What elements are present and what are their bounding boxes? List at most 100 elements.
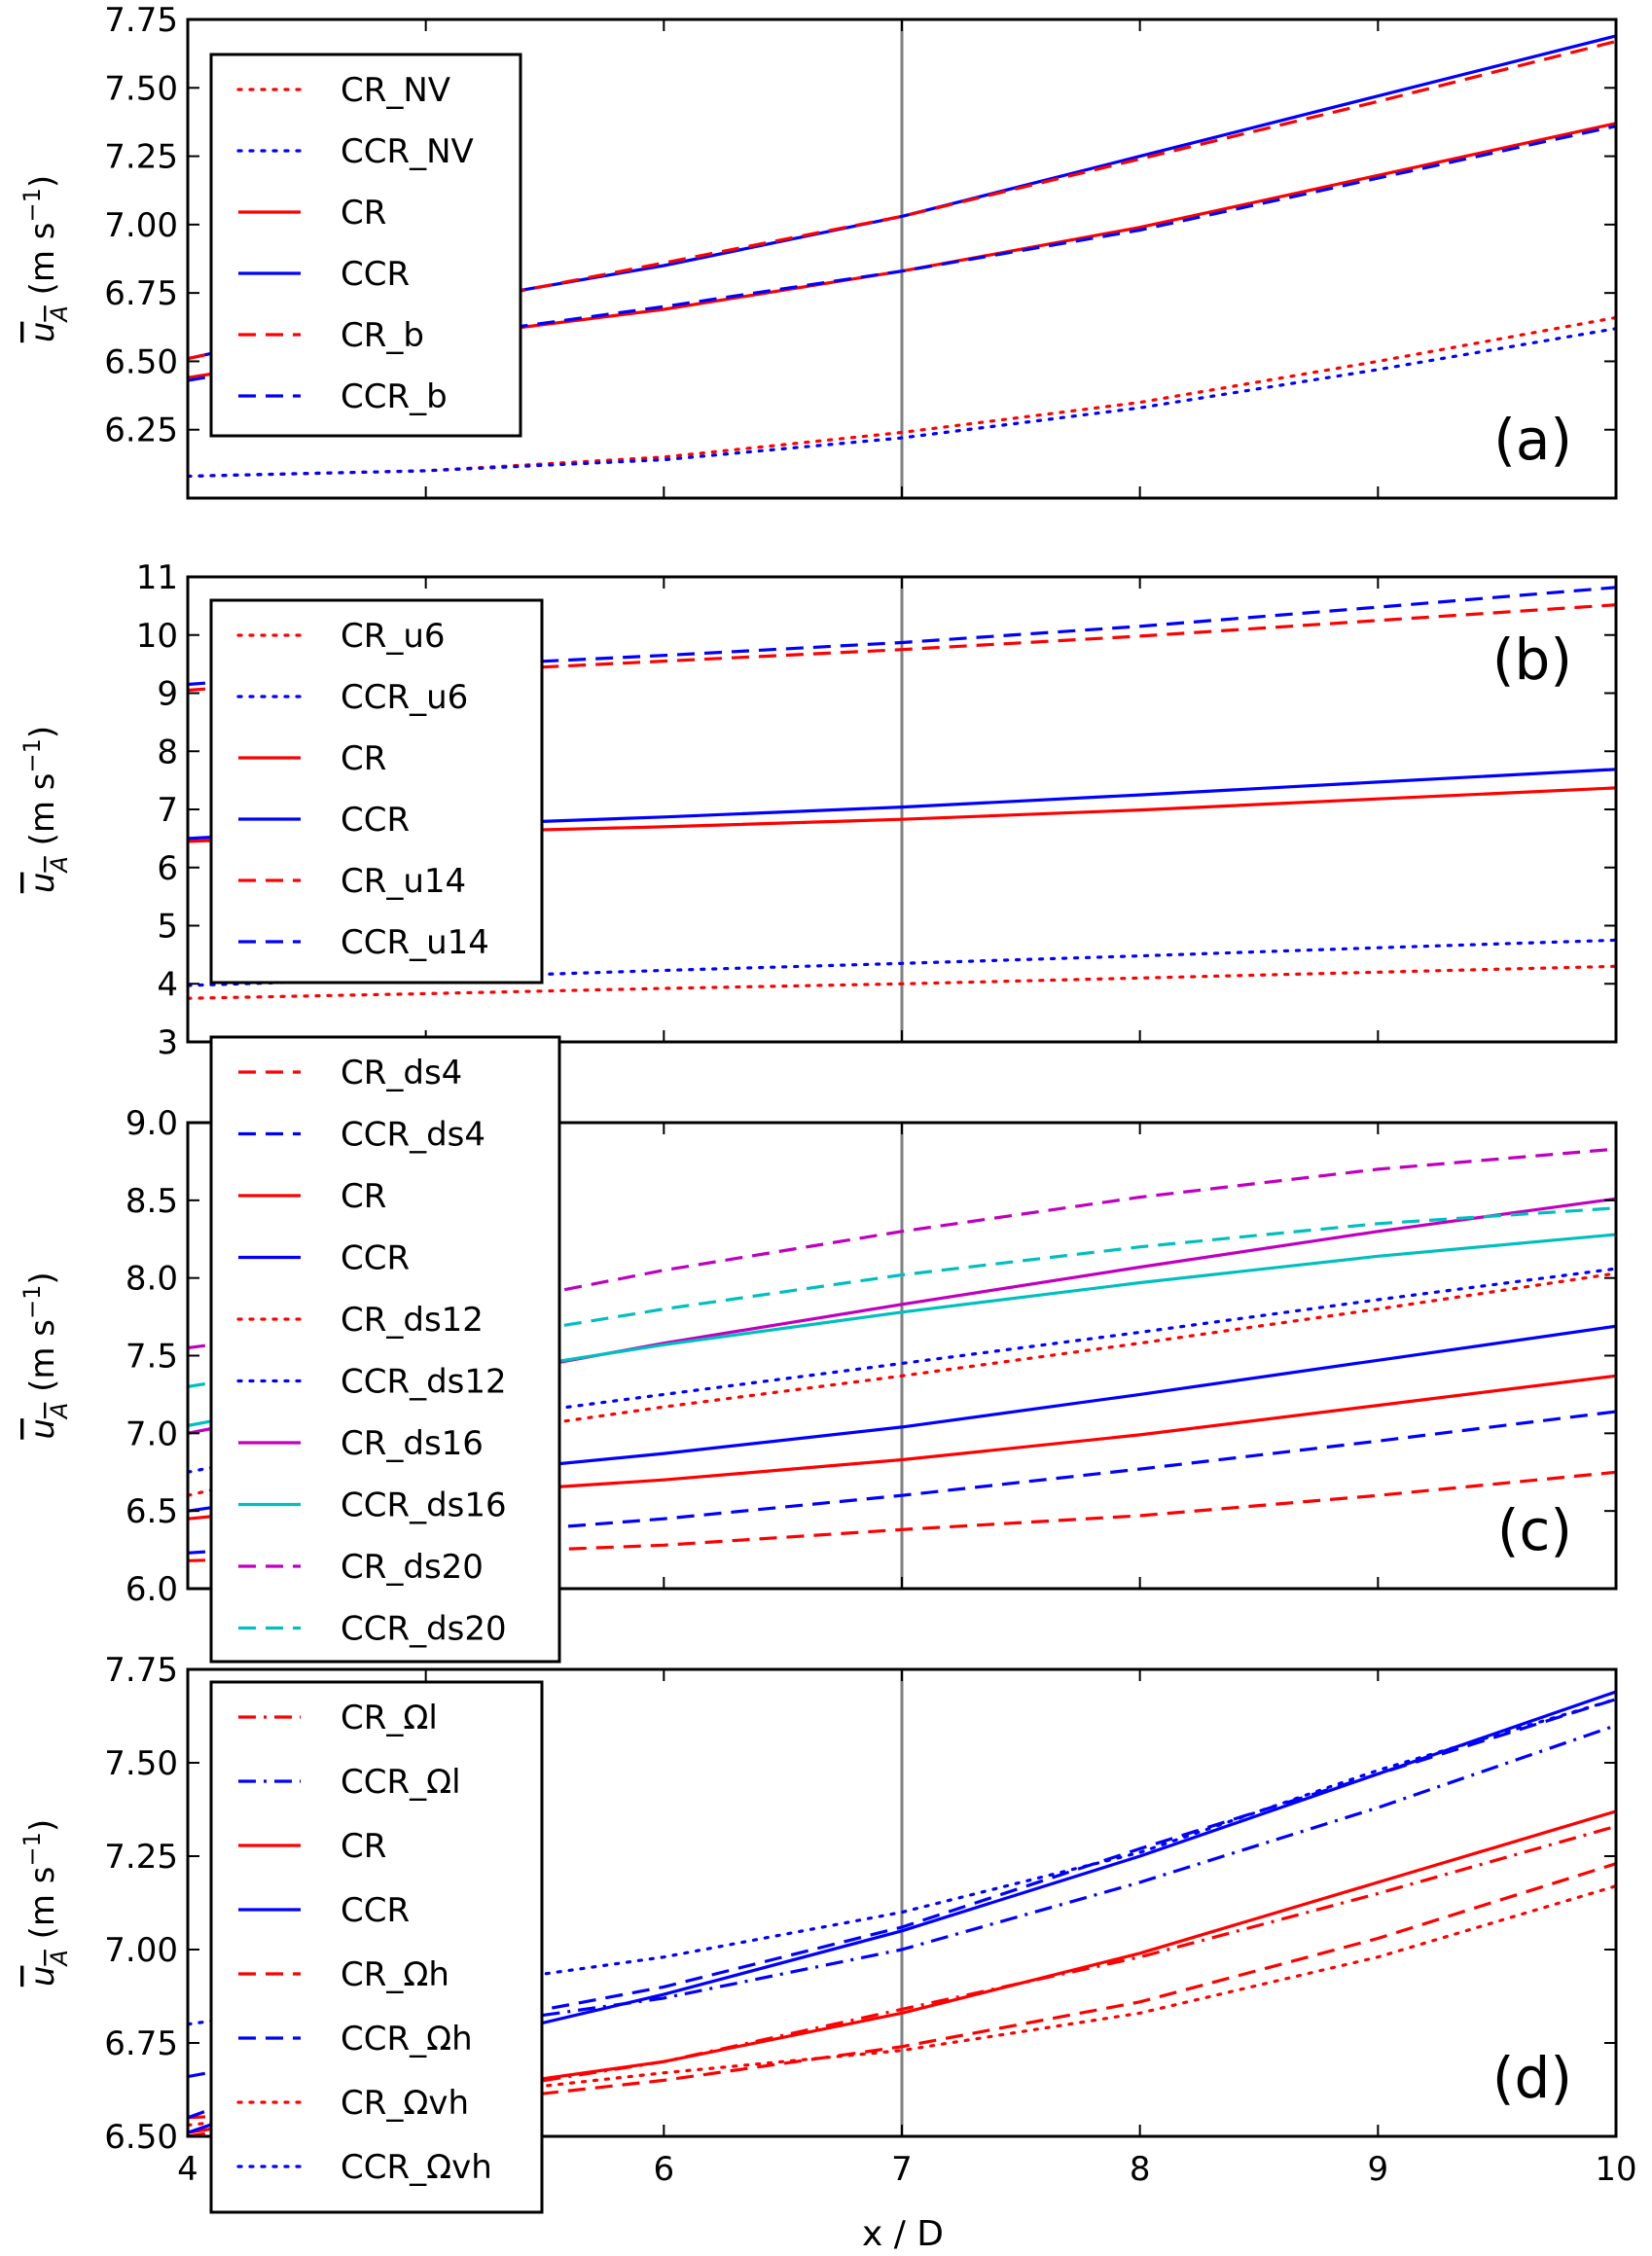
legend-label: CR_ds16 [341,1424,484,1463]
x-tick-label: 10 [1595,2150,1636,2189]
legend-label: CR_NV [341,71,450,110]
y-tick-label: 6.75 [104,274,178,313]
series-line-CCR_NV [188,327,1616,479]
y-tick-label: 8 [157,733,178,771]
y-axis-label: uA (m s−1) [18,1271,73,1439]
series-line-CR_Ωvh [188,1884,1616,2128]
legend-label: CR [341,739,386,778]
y-tick-label: 6.50 [104,2118,178,2157]
legend-label: CCR [341,255,410,294]
y-tick-label: 11 [136,558,178,597]
series-line-CR_Ωl [188,1824,1616,2136]
legend: CR_ds4 CCR_ds4 CR CCR CR_ds12 CCR_ds12 CR_ds16… [209,1035,561,1664]
legend-label: CCR_ds4 [341,1116,485,1155]
y-tick-label: 10 [136,617,178,656]
y-tick-label: 7 [157,791,178,830]
legend-label: CR_Ωvh [341,2084,469,2123]
x-tick-label: 9 [1368,2150,1389,2189]
legend-label: CCR_Ωl [341,1763,461,1802]
legend-label: CR_Ωl [341,1699,438,1737]
legend-label: CCR [341,1239,410,1278]
y-axis-label: uA (m s−1) [18,175,73,342]
legend-label: CR_Ωh [341,1955,449,1994]
legend-label: CCR_ds12 [341,1363,507,1402]
legend: CR_Ωl CCR_Ωl CR CCR CR_Ωh CCR_Ωh CR_Ωvh CCR_Ωvh [209,1680,544,2214]
y-axis-label: uA (m s−1) [18,1819,73,1987]
legend-label: CCR_u14 [341,923,489,962]
panel-label: (d) [1492,2045,1572,2111]
series-line-CR_ds4 [188,1470,1616,1562]
legend-box [209,1680,544,2214]
y-tick-label: 6.25 [104,412,178,450]
y-tick-label: 8.5 [126,1182,178,1221]
y-tick-label: 7.50 [104,1744,178,1783]
y-tick-label: 6 [157,849,178,888]
series-line-CCR_u6 [188,938,1616,987]
legend-label: CR_ds4 [341,1054,462,1092]
series-line-CR_u14 [188,603,1616,693]
x-tick-label: 6 [654,2150,675,2189]
legend-label: CR_u14 [341,862,466,901]
legend-label: CCR_ds20 [341,1610,507,1649]
series-line-CCR_ds20 [188,1206,1616,1388]
legend-label: CCR_u6 [341,678,468,717]
panel-2: 3 4 5 6 7 8 9 10 11 uA (m s−1) (b) CR_u6 CCR_u6 CR CCR… [18,558,1618,1062]
series-line-CCR_Ωvh [188,1698,1616,2026]
y-tick-label: 7.00 [104,1931,178,1970]
panel-label: (a) [1493,407,1572,473]
x-tick-label: 8 [1130,2150,1151,2189]
panel-label: (b) [1492,627,1572,693]
y-tick-label: 7.00 [104,206,178,245]
panel-3: 6.0 6.5 7.0 7.5 8.0 8.5 9.0 uA (m s−1) (c) CR_ds4… [18,1035,1618,1664]
legend-box [209,598,544,985]
legend-label: CCR_Ωvh [341,2148,492,2187]
legend-label: CCR_b [341,377,448,416]
series-line-CR_u6 [188,964,1616,1000]
y-tick-label: 8.0 [126,1260,178,1299]
series-line-CCR_b [188,125,1616,382]
series-line-CR_NV [188,315,1616,479]
y-tick-label: 3 [157,1023,178,1062]
y-tick-label: 7.0 [126,1414,178,1453]
panel-label: (c) [1497,1497,1572,1563]
legend-label: CCR [341,801,410,840]
y-tick-label: 7.25 [104,138,178,177]
legend-label: CR_ds20 [341,1548,484,1587]
series-line-CR_ds20 [188,1147,1616,1350]
legend-label: CR [341,194,386,233]
legend-box [209,1035,561,1664]
y-tick-label: 6.0 [126,1570,178,1609]
legend-label: CCR_NV [341,132,474,171]
legend-label: CR_u6 [341,617,446,656]
legend-box [209,53,522,438]
x-tick-label: 7 [891,2150,913,2189]
legend-label: CCR [341,1891,410,1930]
y-tick-label: 7.5 [126,1338,178,1377]
x-axis-label: x / D [862,2214,944,2254]
panel-4: 6.506.757.007.257.507.7545678910uA (m s−… [18,1651,1637,2214]
y-tick-label: 6.5 [126,1492,178,1531]
legend-label: CR_b [341,316,424,355]
legend-label: CR_ds12 [341,1301,484,1340]
legend: CR_NV CCR_NV CR CCR CR_b CCR_b [209,53,522,438]
legend-label: CCR_Ωh [341,2020,473,2059]
legend-label: CCR_ds16 [341,1486,507,1525]
y-tick-label: 7.25 [104,1838,178,1877]
legend-label: CR [341,1177,386,1216]
y-tick-label: 5 [157,908,178,947]
y-tick-label: 6.75 [104,2024,178,2063]
series-line-CR_Ωh [188,1862,1616,2120]
y-tick-label: 6.50 [104,342,178,381]
series-line-CCR_ds4 [188,1410,1616,1555]
y-tick-label: 7.75 [104,1,178,40]
series-line-CCR_u14 [188,586,1616,687]
y-tick-label: 4 [157,965,178,1004]
legend-label: CR [341,1827,386,1866]
y-tick-label: 9 [157,675,178,714]
series-line-CCR_ds12 [188,1267,1616,1474]
y-tick-label: 7.75 [104,1651,178,1690]
y-tick-label: 7.50 [104,69,178,108]
x-tick-label: 4 [177,2150,198,2189]
y-axis-label: uA (m s−1) [18,726,73,893]
